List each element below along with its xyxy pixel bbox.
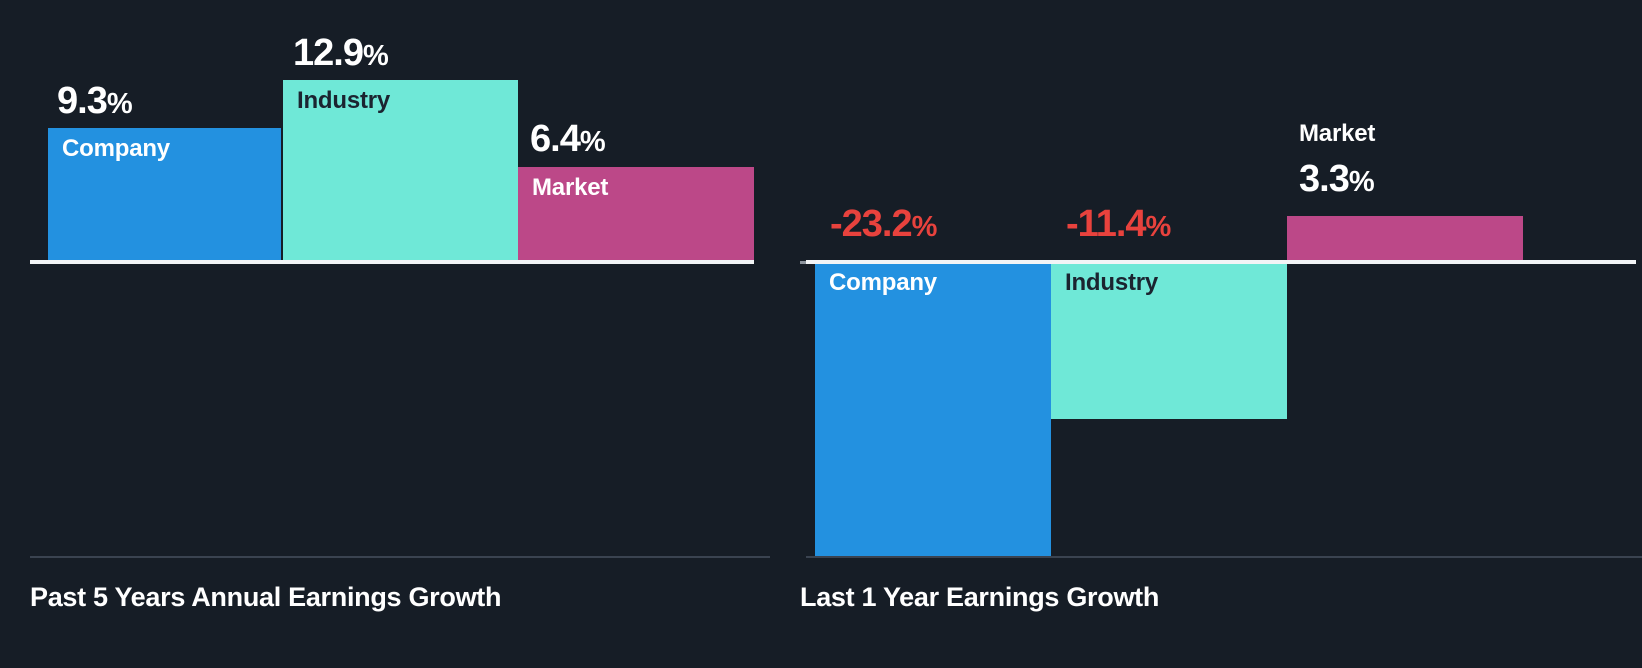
bar-label-company-past5y: Company	[62, 135, 170, 162]
value-industry-past5y: 12.9%	[293, 32, 389, 74]
chart-past-5-years: Company 9.3% Industry 12.9% Market 6.4% …	[0, 0, 800, 668]
bar-label-market-last1y: Market	[1299, 120, 1376, 147]
plot-area-left: Company 9.3% Industry 12.9% Market 6.4%	[0, 0, 800, 668]
bar-industry-last1y[interactable]: Industry	[1051, 262, 1287, 419]
bar-industry-past5y[interactable]: Industry	[283, 80, 518, 260]
baseline-right	[806, 260, 1636, 264]
plot-area-right: Company -23.2% Industry -11.4% Market 3.…	[800, 0, 1642, 668]
bar-market-past5y[interactable]: Market	[518, 167, 754, 260]
value-market-last1y: 3.3%	[1299, 158, 1375, 200]
bar-market-last1y[interactable]	[1287, 216, 1523, 260]
footer-divider-right	[806, 556, 1642, 558]
bar-label-industry-last1y: Industry	[1065, 269, 1159, 296]
value-company-past5y: 9.3%	[57, 80, 133, 122]
chart-last-1-year: Company -23.2% Industry -11.4% Market 3.…	[800, 0, 1642, 668]
value-industry-last1y: -11.4%	[1066, 203, 1171, 245]
chart-title-past-5-years: Past 5 Years Annual Earnings Growth	[30, 582, 502, 612]
bar-label-market-past5y: Market	[532, 174, 609, 201]
bar-label-company-last1y: Company	[829, 269, 937, 296]
baseline-left	[30, 260, 754, 264]
value-company-last1y: -23.2%	[830, 203, 937, 245]
chart-title-last-1-year: Last 1 Year Earnings Growth	[800, 582, 1160, 612]
footer-divider-left	[30, 556, 770, 558]
bar-company-past5y[interactable]: Company	[48, 128, 281, 260]
bar-label-industry-past5y: Industry	[297, 87, 391, 114]
bar-company-last1y[interactable]: Company	[815, 262, 1051, 556]
value-market-past5y: 6.4%	[530, 118, 606, 160]
